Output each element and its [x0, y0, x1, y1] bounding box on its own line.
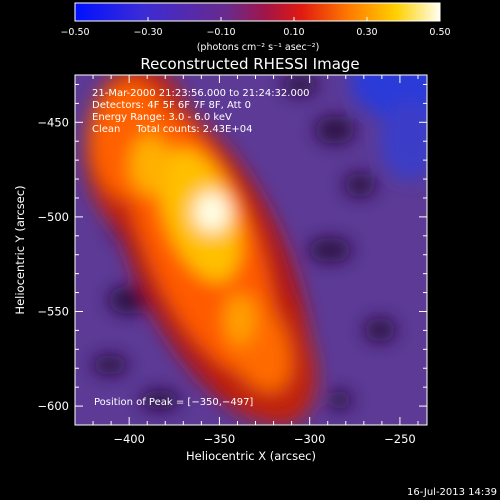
colorbar [74, 2, 441, 22]
x-tick-label: −250 [384, 432, 416, 446]
x-axis-ticks: −400 −350 −300 −250 [74, 75, 419, 446]
y-axis-ticks: −450 −500 −550 −600 [37, 83, 427, 426]
y-tick-label: −550 [37, 304, 69, 318]
x-tick-label: −350 [204, 432, 236, 446]
info-time-range: 21-Mar-2000 21:23:56.000 to 21:24:32.000 [92, 88, 310, 99]
colorbar-ticks: −0.50 −0.30 −0.10 0.10 0.30 0.50 [60, 17, 451, 38]
colorbar-tick-label: −0.10 [206, 27, 235, 38]
info-detectors: Detectors: 4F 5F 6F 7F 8F, Att 0 [92, 100, 251, 111]
y-tick-label: −500 [37, 210, 69, 224]
y-tick-label: −600 [37, 399, 69, 413]
info-energy-range: Energy Range: 3.0 - 6.0 keV [92, 112, 232, 123]
x-tick-label: −400 [113, 432, 145, 446]
y-axis-label: Heliocentric Y (arcsec) [13, 185, 27, 314]
plot-frame [74, 74, 428, 426]
colorbar-tick-label: −0.30 [133, 27, 162, 38]
y-tick-label: −450 [37, 115, 69, 129]
colorbar-tick-label: −0.50 [60, 27, 89, 38]
colorbar-tick-label: 0.10 [283, 27, 304, 38]
timestamp: 16-Jul-2013 14:39 [407, 487, 497, 498]
plot-title: Reconstructed RHESSI Image [140, 55, 359, 73]
colorbar-tick-label: 0.30 [356, 27, 377, 38]
colorbar-tick-label: 0.50 [429, 27, 450, 38]
info-clean-counts: Clean Total counts: 2.43E+04 [92, 124, 252, 135]
image-map [75, 75, 427, 425]
x-axis-label: Heliocentric X (arcsec) [186, 449, 316, 463]
colorbar-units-label: (photons cm⁻² s⁻¹ asec⁻²) [197, 42, 320, 53]
peak-position-label: Position of Peak = [−350,−497] [94, 397, 253, 408]
x-tick-label: −300 [294, 432, 326, 446]
